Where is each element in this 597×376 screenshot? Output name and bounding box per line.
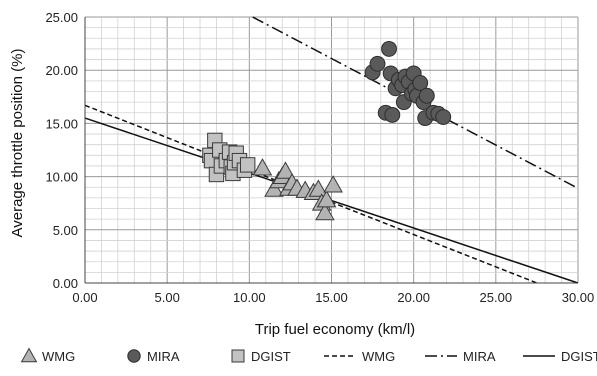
legend: WMG MIRA DGIST WMG MIRA DGIST [20,347,597,364]
wmg-point [264,179,284,197]
mira-point [384,106,401,123]
legend-mira-label: MIRA [147,349,180,364]
y-tick-label: 0.00 [53,276,78,291]
y-tick-label: 10.00 [45,170,78,185]
wmg-point [252,158,273,176]
plot-frame [84,17,578,284]
legend-wmg-label: WMG [362,349,395,364]
mira-point [381,40,397,57]
grid [84,16,579,284]
legend-mira-label: MIRA [463,349,496,364]
x-axis-title: Trip fuel economy (km/l) [255,321,415,338]
mira-point [418,87,435,104]
dgist-point [239,157,256,173]
wmg-point [323,175,343,193]
y-axis-title: Average throttle position (%) [9,49,26,238]
y-tick-label: 20.00 [45,63,78,78]
y-tick-label: 5.00 [53,223,78,238]
mira-point [369,55,386,72]
mira-point [435,109,452,125]
data-points [202,40,452,221]
legend-mira-circle-icon [127,349,141,363]
x-tick-label: 0.00 [72,290,97,305]
wmg-point [315,202,335,221]
legend-wmg-label: WMG [42,349,75,364]
x-tick-label: 5.00 [155,290,180,305]
legend-wmg-triangle-icon [20,347,38,363]
y-tick-label: 15.00 [45,116,78,131]
mira-point [412,75,429,91]
wmg-point [275,161,296,179]
wmg-point [316,190,337,208]
x-tick-label: 30.00 [562,290,595,305]
wmg-point [308,179,329,197]
y-tick-label: 25.00 [45,10,78,25]
x-tick-label: 20.00 [397,290,430,305]
legend-dgist-square-icon [231,349,245,363]
legend-dgist-label: DGIST [561,349,597,364]
x-tick-label: 15.00 [315,290,348,305]
tick-labels: 0.00 5.00 10.00 15.00 20.00 25.00 30.00 0.00 5.0… [45,10,594,305]
x-tick-label: 10.00 [233,290,266,305]
legend-dgist-label: DGIST [251,349,291,364]
x-tick-label: 25.00 [480,290,513,305]
